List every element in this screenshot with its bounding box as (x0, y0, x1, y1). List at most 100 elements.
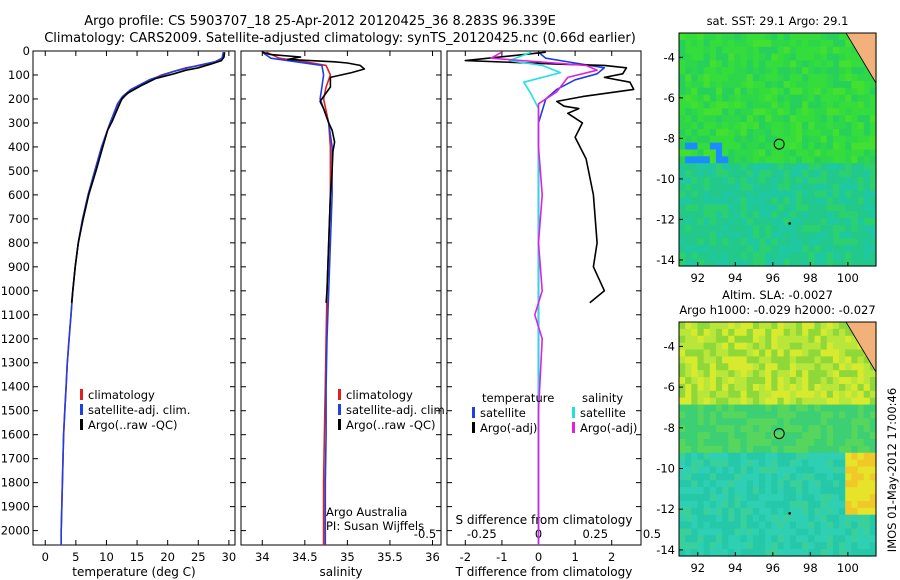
y-tick-label: 900 (8, 260, 30, 274)
legend-label: temperature (482, 391, 554, 405)
x-tick-label: 20 (160, 550, 175, 564)
map-y-tick-label: -4 (664, 50, 675, 64)
difference-top-axis-label: S difference from climatology (456, 513, 633, 527)
sla_map-raster (679, 322, 877, 557)
x-tick-label: 36 (425, 550, 440, 564)
x-tick-label: 1 (571, 550, 578, 564)
argo-track-dot (788, 222, 791, 225)
legend-label: satellite (480, 406, 526, 420)
top-x-tick-label: 0.5 (643, 527, 661, 541)
temperature-axes-frame (32, 50, 236, 546)
salinity-x-axis-label: salinity (319, 565, 362, 579)
difference-series-line-0 (537, 51, 606, 545)
map-y-tick-label: -8 (664, 131, 675, 145)
map-y-tick-label: -12 (656, 502, 675, 516)
y-tick-label: 1400 (1, 380, 30, 394)
map-y-tick-label: -10 (656, 462, 675, 476)
sst_map-raster (679, 33, 877, 267)
legend-swatch (572, 422, 575, 433)
map-x-tick-label: 96 (765, 561, 780, 575)
temperature-x-axis-label: temperature (deg C) (72, 565, 195, 579)
temperature-series-line-2 (70, 52, 226, 303)
legend-label: satellite (580, 406, 626, 420)
salinity-annotation: PI: Susan Wijffels (326, 519, 424, 533)
y-tick-label: 600 (8, 188, 30, 202)
legend-swatch (472, 422, 475, 433)
map-x-tick-label: 92 (690, 271, 705, 285)
x-tick-label: 15 (130, 550, 145, 564)
legend-label: Argo(-adj) (580, 421, 637, 435)
legend-label: climatology (88, 388, 155, 402)
legend-label: salinity (582, 391, 623, 405)
map-y-tick-label: -14 (656, 253, 675, 267)
top-x-tick-label: -0.25 (467, 527, 497, 541)
map-x-tick-label: 96 (765, 271, 780, 285)
legend-swatch (338, 404, 341, 415)
map-x-tick-label: 100 (837, 271, 859, 285)
sst_map-title: sat. SST: 29.1 Argo: 29.1 (707, 14, 849, 28)
y-tick-label: 100 (8, 68, 30, 82)
y-tick-label: 200 (8, 92, 30, 106)
x-tick-label: -1 (496, 550, 507, 564)
top-x-tick-label: -0.5 (414, 527, 436, 541)
y-tick-label: 2000 (1, 524, 30, 538)
legend-label: satellite-adj. clim. (346, 403, 448, 417)
sla_map-subtitle: Argo h1000: -0.029 h2000: -0.027 (679, 303, 875, 317)
y-tick-label: 0 (23, 44, 30, 58)
salinity-profile-plot: 34 34.5 35 35.5 36 salinity climatologysatelli… (240, 50, 448, 579)
y-tick-label: 1600 (1, 428, 30, 442)
salinity-annotation: Argo Australia (326, 505, 407, 519)
map-y-tick-label: -12 (656, 212, 675, 226)
x-tick-label: 34 (255, 550, 270, 564)
x-tick-label: 10 (99, 550, 114, 564)
x-tick-label: 25 (191, 550, 206, 564)
y-tick-label: 1500 (1, 404, 30, 418)
map-y-tick-label: -10 (656, 172, 675, 186)
sla_map-title: Altim. SLA: -0.0027 (722, 288, 833, 302)
legend-label: climatology (346, 388, 413, 402)
legend-swatch (80, 419, 83, 430)
difference-series-line-2 (508, 51, 562, 545)
y-tick-label: 1700 (1, 452, 30, 466)
salinity-axes-frame (240, 50, 442, 546)
map-x-tick-label: 100 (837, 561, 859, 575)
difference-series-line-1 (464, 51, 635, 304)
x-tick-label: 30 (222, 550, 237, 564)
y-tick-label: 1800 (1, 476, 30, 490)
map-y-tick-label: -14 (656, 543, 675, 557)
y-tick-label: 500 (8, 164, 30, 178)
argo-position-marker (773, 428, 785, 440)
legend-swatch (80, 389, 83, 400)
x-tick-label: 5 (72, 550, 79, 564)
x-tick-label: 35 (340, 550, 355, 564)
temperature-profile-plot: 0 5 10 15 20 25 30 temperature (deg C) 0 100 200 30… (1, 44, 236, 579)
sst-map-plot: 92 94 96 98 100 -4 -6 -8 -10 -12 -14 sat. SST: 29.1… (656, 14, 877, 285)
map-x-tick-label: 92 (690, 561, 705, 575)
footer-vertical-text: IMOS 01-May-2012 17:00:46 (885, 388, 899, 552)
legend-swatch (472, 407, 475, 418)
x-tick-label: 34.5 (292, 550, 318, 564)
sla-map-plot: 92 94 96 98 100 -4 -6 -8 -10 -12 -14 Altim. SLA: -0… (656, 288, 877, 575)
map-x-tick-label: 98 (803, 271, 818, 285)
y-tick-label: 800 (8, 236, 30, 250)
y-tick-label: 700 (8, 212, 30, 226)
difference-axes-frame (446, 50, 642, 546)
map-x-tick-label: 98 (803, 561, 818, 575)
y-tick-label: 1900 (1, 500, 30, 514)
y-tick-label: 400 (8, 140, 30, 154)
sst_map-frame (678, 32, 877, 267)
map-y-tick-label: -4 (664, 339, 675, 353)
sla_map-frame (678, 321, 877, 557)
y-tick-label: 1200 (1, 332, 30, 346)
x-tick-label: 0 (535, 550, 542, 564)
y-tick-label: 1000 (1, 284, 30, 298)
y-tick-label: 300 (8, 116, 30, 130)
difference-series-line-3 (490, 51, 598, 545)
map-y-tick-label: -8 (664, 421, 675, 435)
legend-label: Argo(-adj) (480, 421, 537, 435)
legend-swatch (338, 389, 341, 400)
map-x-tick-label: 94 (728, 271, 743, 285)
argo-position-marker (773, 138, 785, 150)
y-tick-label: 1100 (1, 308, 30, 322)
